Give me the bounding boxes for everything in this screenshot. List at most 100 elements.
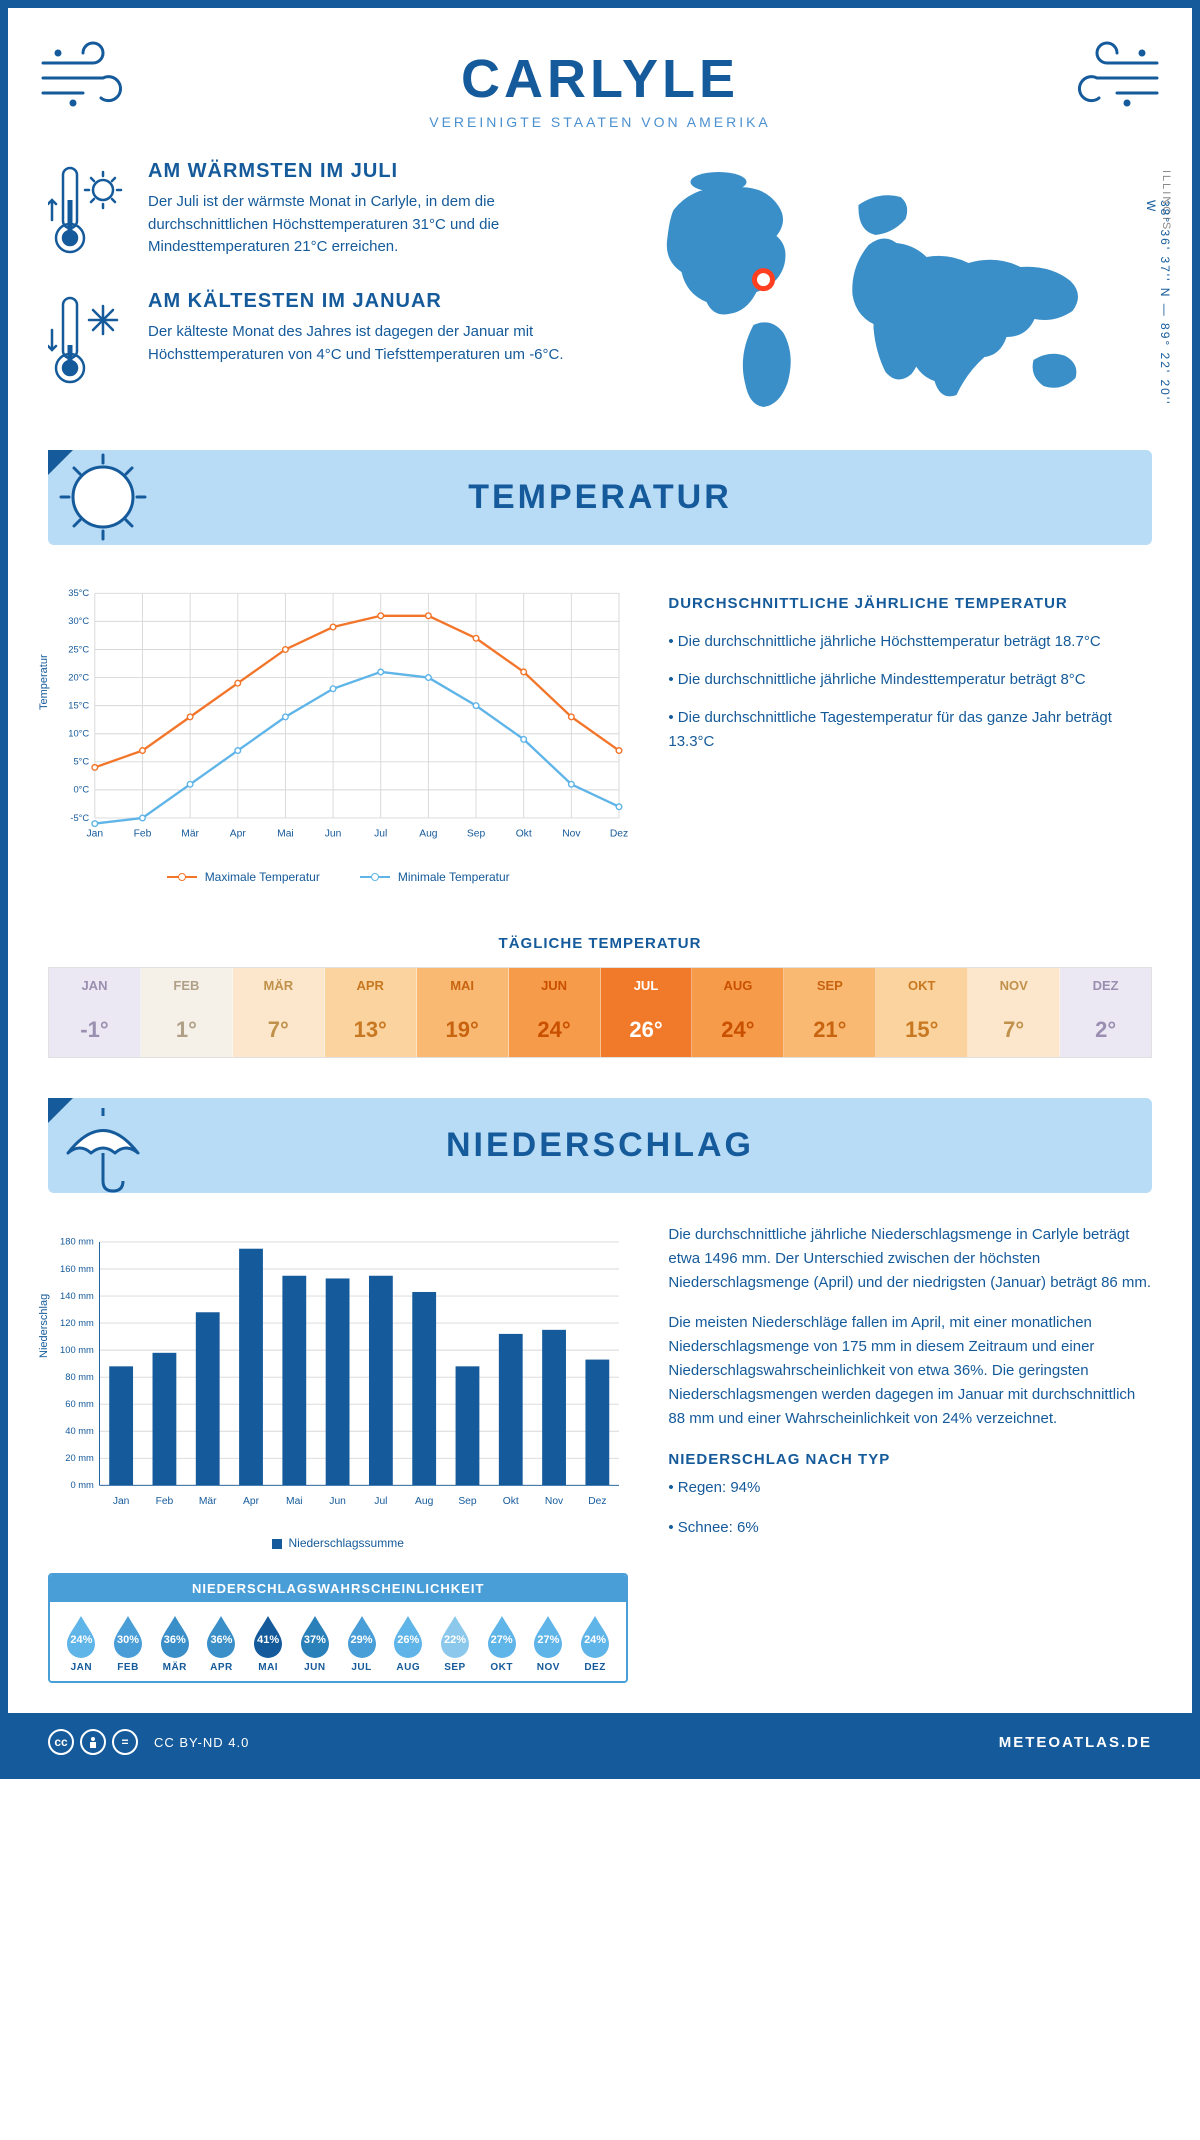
footer: cc = CC BY-ND 4.0 METEOATLAS.DE: [8, 1713, 1192, 1771]
probability-cell: 41% MAI: [245, 1614, 292, 1673]
info-row: AM WÄRMSTEN IM JULI Der Juli ist der wär…: [48, 160, 1152, 450]
svg-text:Feb: Feb: [156, 1496, 174, 1507]
svg-text:Apr: Apr: [243, 1496, 260, 1507]
raindrop-icon: 22%: [437, 1614, 473, 1658]
svg-text:20 mm: 20 mm: [65, 1453, 94, 1463]
precipitation-banner: NIEDERSCHLAG: [48, 1098, 1152, 1193]
precip-type-heading: NIEDERSCHLAG NACH TYP: [668, 1451, 1152, 1468]
svg-text:Mai: Mai: [277, 829, 294, 840]
raindrop-icon: 26%: [390, 1614, 426, 1658]
warmest-body: Der Juli ist der wärmste Monat in Carlyl…: [148, 191, 585, 259]
svg-text:Sep: Sep: [458, 1496, 477, 1507]
svg-text:25°C: 25°C: [68, 644, 89, 654]
probability-month: SEP: [432, 1662, 479, 1673]
precip-paragraph: Die meisten Niederschläge fallen im Apri…: [668, 1311, 1152, 1431]
license-block: cc = CC BY-ND 4.0: [48, 1729, 249, 1755]
svg-text:Jan: Jan: [87, 829, 104, 840]
raindrop-icon: 27%: [530, 1614, 566, 1658]
daily-month: JUN: [509, 968, 600, 1003]
raindrop-icon: 37%: [297, 1614, 333, 1658]
daily-value: 24°: [692, 1003, 783, 1057]
daily-cell: SEP21°: [784, 968, 876, 1057]
probability-month: AUG: [385, 1662, 432, 1673]
warmest-block: AM WÄRMSTEN IM JULI Der Juli ist der wär…: [48, 160, 585, 265]
temp-bullet: • Die durchschnittliche jährliche Mindes…: [668, 668, 1152, 692]
precip-type-bullet: • Schnee: 6%: [668, 1516, 1152, 1540]
legend-min-label: Minimale Temperatur: [398, 870, 510, 884]
page-title: CARLYLE: [48, 48, 1152, 110]
thermometer-sun-icon: [48, 160, 128, 260]
temperature-chart: Temperatur -5°C0°C5°C10°C15°C20°C25°C30°…: [48, 575, 628, 905]
svg-text:5°C: 5°C: [73, 757, 89, 767]
daily-value: 1°: [141, 1003, 232, 1057]
daily-cell: MAI19°: [417, 968, 509, 1057]
svg-text:30°C: 30°C: [68, 616, 89, 626]
legend-min: Minimale Temperatur: [360, 870, 510, 884]
svg-text:0 mm: 0 mm: [70, 1480, 94, 1490]
umbrella-icon: [48, 1093, 158, 1198]
probability-value: 22%: [444, 1634, 466, 1646]
coldest-heading: AM KÄLTESTEN IM JANUAR: [148, 290, 585, 313]
temp-info-heading: DURCHSCHNITTLICHE JÄHRLICHE TEMPERATUR: [668, 595, 1152, 612]
wind-icon: [38, 38, 138, 118]
probability-box: NIEDERSCHLAGSWAHRSCHEINLICHKEIT 24% JAN …: [48, 1573, 628, 1683]
daily-month: JAN: [49, 968, 140, 1003]
svg-text:Nov: Nov: [562, 829, 581, 840]
daily-cell: AUG24°: [692, 968, 784, 1057]
probability-cell: 37% JUN: [292, 1614, 339, 1673]
temperature-title: TEMPERATUR: [468, 478, 732, 517]
raindrop-icon: 29%: [344, 1614, 380, 1658]
svg-text:Jul: Jul: [374, 829, 387, 840]
svg-text:160 mm: 160 mm: [60, 1264, 94, 1274]
raindrop-icon: 24%: [63, 1614, 99, 1658]
probability-month: JAN: [58, 1662, 105, 1673]
svg-text:-5°C: -5°C: [70, 813, 89, 823]
probability-cell: 29% JUL: [338, 1614, 385, 1673]
probability-cell: 27% NOV: [525, 1614, 572, 1673]
daily-cell: MÄR7°: [233, 968, 325, 1057]
daily-month: NOV: [968, 968, 1059, 1003]
daily-temp-heading: TÄGLICHE TEMPERATUR: [48, 935, 1152, 952]
daily-value: 24°: [509, 1003, 600, 1057]
svg-text:Jul: Jul: [374, 1496, 387, 1507]
daily-cell: APR13°: [325, 968, 417, 1057]
probability-cell: 30% FEB: [105, 1614, 152, 1673]
svg-text:180 mm: 180 mm: [60, 1237, 94, 1247]
svg-text:0°C: 0°C: [73, 785, 89, 795]
probability-cell: 36% MÄR: [151, 1614, 198, 1673]
probability-month: OKT: [478, 1662, 525, 1673]
raindrop-icon: 41%: [250, 1614, 286, 1658]
svg-text:20°C: 20°C: [68, 672, 89, 682]
daily-value: 15°: [876, 1003, 967, 1057]
precip-legend: Niederschlagssumme: [48, 1536, 628, 1550]
daily-value: 7°: [233, 1003, 324, 1057]
legend-max: Maximale Temperatur: [167, 870, 320, 884]
temperature-banner: TEMPERATUR: [48, 450, 1152, 545]
svg-text:Apr: Apr: [230, 829, 247, 840]
svg-text:Mai: Mai: [286, 1496, 303, 1507]
daily-cell: OKT15°: [876, 968, 968, 1057]
svg-text:60 mm: 60 mm: [65, 1399, 94, 1409]
daily-value: 7°: [968, 1003, 1059, 1057]
svg-text:Aug: Aug: [415, 1496, 434, 1507]
probability-value: 26%: [397, 1634, 419, 1646]
svg-text:15°C: 15°C: [68, 700, 89, 710]
svg-text:120 mm: 120 mm: [60, 1318, 94, 1328]
daily-month: JUL: [601, 968, 692, 1003]
daily-value: 2°: [1060, 1003, 1151, 1057]
svg-text:Sep: Sep: [467, 829, 486, 840]
svg-text:Aug: Aug: [419, 829, 438, 840]
cc-icon: cc: [48, 1729, 74, 1755]
temp-bullet: • Die durchschnittliche Tagestemperatur …: [668, 706, 1152, 754]
svg-text:Jan: Jan: [113, 1496, 130, 1507]
precipitation-info: Die durchschnittliche jährliche Niedersc…: [668, 1223, 1152, 1683]
svg-text:40 mm: 40 mm: [65, 1426, 94, 1436]
temp-bullet: • Die durchschnittliche jährliche Höchst…: [668, 630, 1152, 654]
raindrop-icon: 36%: [203, 1614, 239, 1658]
probability-month: APR: [198, 1662, 245, 1673]
probability-month: FEB: [105, 1662, 152, 1673]
wind-icon: [1062, 38, 1162, 118]
probability-value: 24%: [70, 1634, 92, 1646]
svg-text:140 mm: 140 mm: [60, 1291, 94, 1301]
svg-text:Mär: Mär: [181, 829, 199, 840]
